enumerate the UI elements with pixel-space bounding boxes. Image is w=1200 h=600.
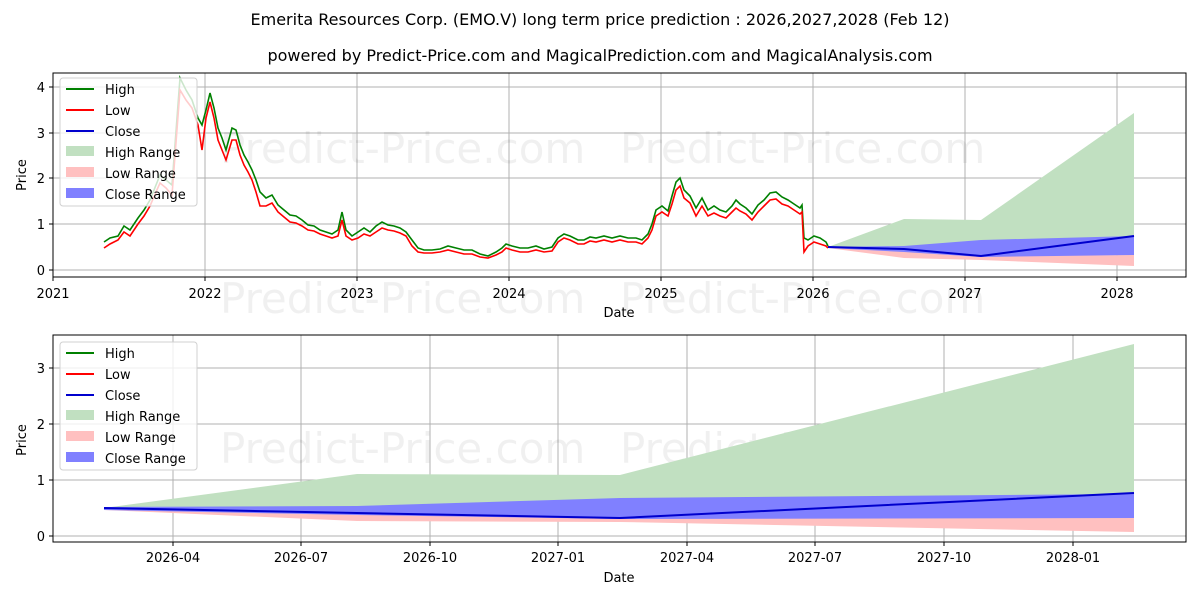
close-range-area xyxy=(828,236,1134,257)
legend-close-label: Close xyxy=(105,125,140,140)
x-tick-label: 2028-01 xyxy=(1046,551,1100,566)
chart-title: Emerita Resources Corp. (EMO.V) long ter… xyxy=(250,10,950,29)
x-tick-label: 2027 xyxy=(948,287,981,302)
legend-high-range-label: High Range xyxy=(105,410,180,425)
top-legend: High Low Close High Range Low Range Clos… xyxy=(59,77,198,207)
legend-low-range-swatch xyxy=(66,167,94,177)
high-range-area xyxy=(828,113,1134,256)
legend-high-label: High xyxy=(105,347,135,362)
y-tick-label: 3 xyxy=(37,362,45,377)
y-tick-label: 4 xyxy=(37,81,45,96)
close-line xyxy=(827,235,1135,258)
legend-high-range-label: High Range xyxy=(105,146,180,161)
y-tick-label: 2 xyxy=(37,172,45,187)
high-range-area xyxy=(104,344,1134,518)
x-tick-label: 2027-01 xyxy=(531,551,585,566)
x-tick-label: 2021 xyxy=(36,287,69,302)
x-axis-label: Date xyxy=(603,306,634,321)
x-tick-label: 2026 xyxy=(796,287,829,302)
y-tick-label: 0 xyxy=(37,264,45,279)
legend-high-range-swatch xyxy=(66,410,94,420)
y-tick-label: 1 xyxy=(37,218,45,233)
x-tick-label: 2022 xyxy=(188,287,221,302)
legend-low-range-swatch xyxy=(66,431,94,441)
x-tick-label: 2026-07 xyxy=(274,551,328,566)
legend-close-range-swatch xyxy=(66,188,94,198)
top-chart: Predict-Price.com Predict-Price.com Pred… xyxy=(15,72,1187,323)
watermark: Predict-Price.com xyxy=(620,274,985,323)
legend-high-label: High xyxy=(105,83,135,98)
legend-close-range-swatch xyxy=(66,452,94,462)
y-axis-label: Price xyxy=(15,424,30,456)
x-tick-label: 2024 xyxy=(492,287,525,302)
high-line xyxy=(103,75,829,257)
top-x-ticks: 2021 2022 2023 2024 2025 2026 2027 2028 xyxy=(36,277,1134,302)
x-tick-label: 2026-04 xyxy=(146,551,200,566)
legend-close-range-label: Close Range xyxy=(105,452,186,467)
top-axes-frame xyxy=(52,72,1187,278)
legend-high-range-swatch xyxy=(66,146,94,156)
y-tick-label: 3 xyxy=(37,127,45,142)
legend-low-range-label: Low Range xyxy=(105,431,176,446)
legend-low-label: Low xyxy=(105,104,131,119)
chart-subtitle: powered by Predict-Price.com and Magical… xyxy=(267,46,933,65)
bottom-y-ticks: 0 1 2 3 xyxy=(37,362,53,545)
bottom-chart: Predict-Price.com Predict-Price.com 0 1 … xyxy=(15,334,1187,586)
legend-close-range-label: Close Range xyxy=(105,188,186,203)
legend-low-range-label: Low Range xyxy=(105,167,176,182)
x-tick-label: 2026-10 xyxy=(403,551,457,566)
x-axis-label: Date xyxy=(603,571,634,586)
x-tick-label: 2027-10 xyxy=(917,551,971,566)
close-line xyxy=(103,492,1135,520)
watermark: Predict-Price.com xyxy=(220,124,585,173)
y-tick-label: 0 xyxy=(37,530,45,545)
bottom-axes-frame xyxy=(52,334,1187,543)
low-line xyxy=(103,87,829,259)
legend-low-label: Low xyxy=(105,368,131,383)
watermark: Predict-Price.com xyxy=(220,424,585,473)
x-tick-label: 2027-04 xyxy=(660,551,714,566)
y-tick-label: 2 xyxy=(37,418,45,433)
y-axis-label: Price xyxy=(15,159,30,191)
watermark: Predict-Price.com xyxy=(220,274,585,323)
x-tick-label: 2025 xyxy=(644,287,677,302)
watermark: Predict-Price.com xyxy=(620,124,985,173)
x-tick-label: 2027-07 xyxy=(788,551,842,566)
bottom-x-ticks: 2026-04 2026-07 2026-10 2027-01 2027-04 … xyxy=(146,542,1100,566)
top-y-ticks: 0 1 2 3 4 xyxy=(37,81,53,279)
legend-close-label: Close xyxy=(105,389,140,404)
x-tick-label: 2023 xyxy=(340,287,373,302)
bottom-legend: High Low Close High Range Low Range Clos… xyxy=(59,341,198,471)
x-tick-label: 2028 xyxy=(1100,287,1133,302)
y-tick-label: 1 xyxy=(37,474,45,489)
